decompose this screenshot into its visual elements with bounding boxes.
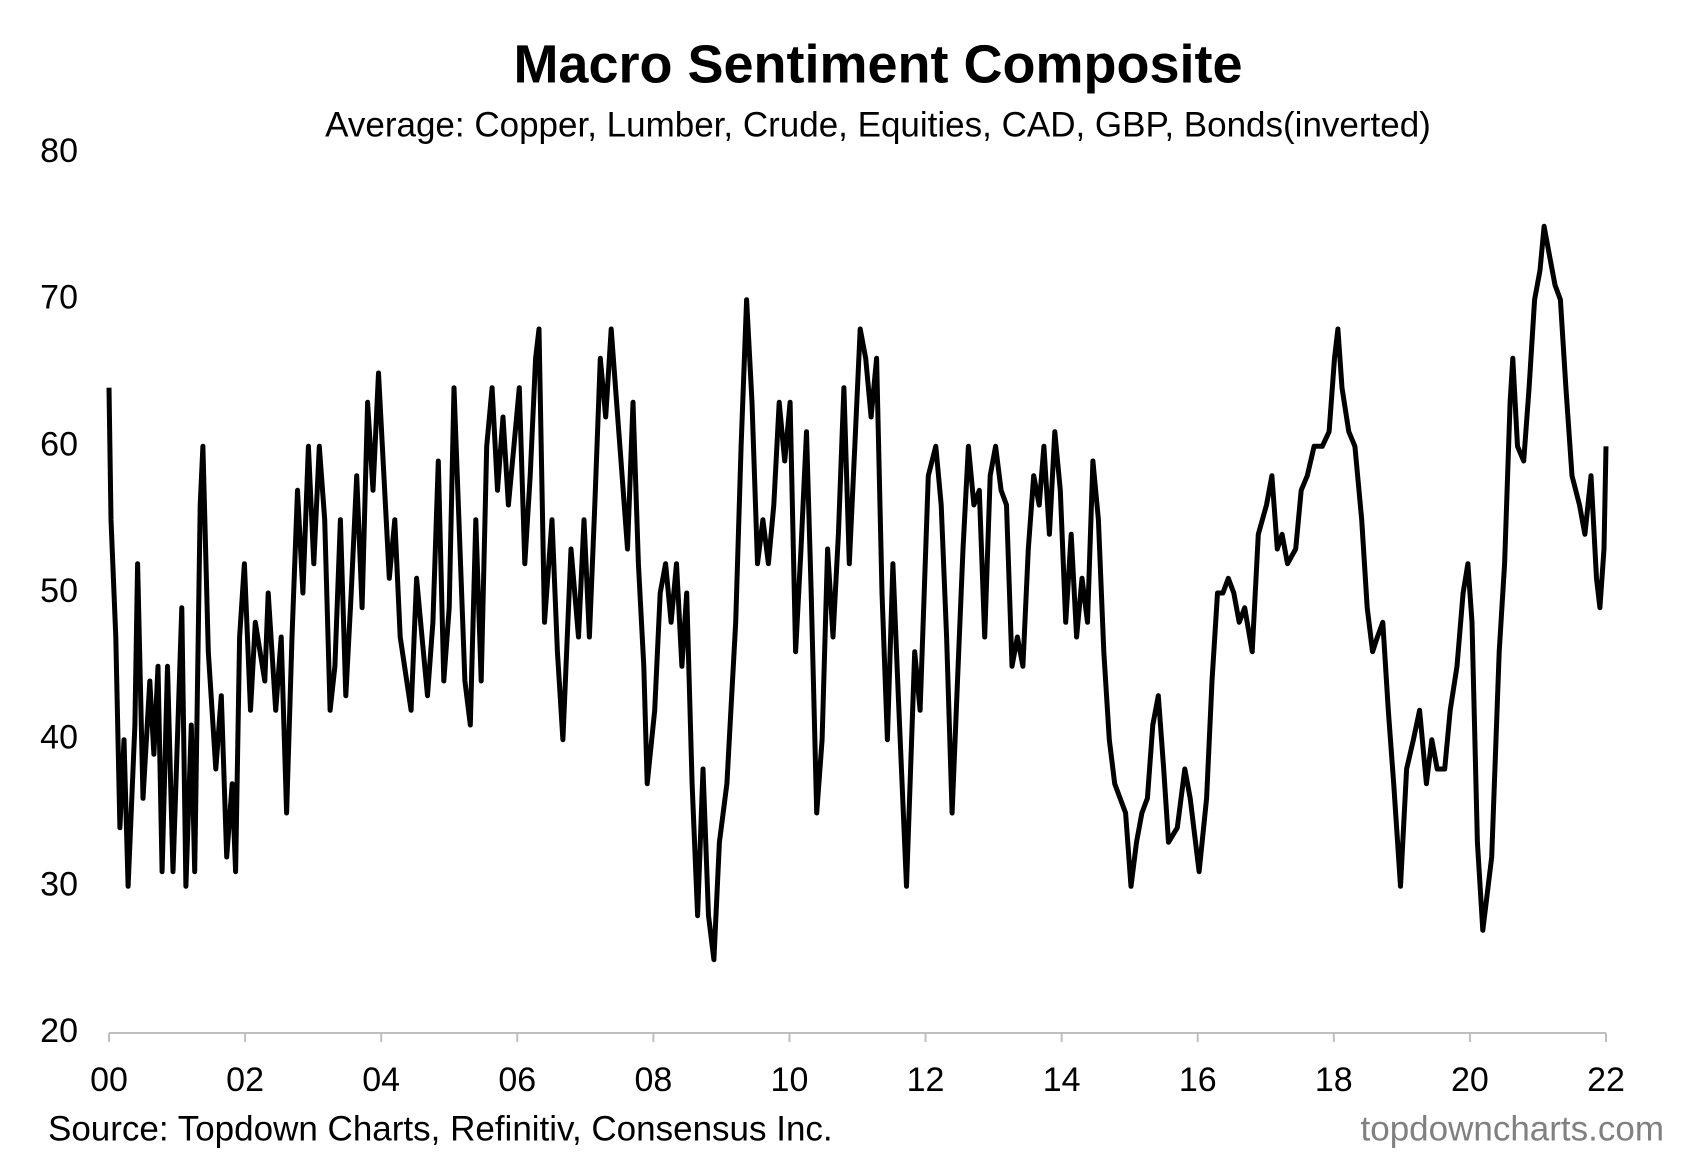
y-tick-label: 20 [40, 1012, 78, 1050]
x-tick-label: 08 [634, 1061, 672, 1099]
source-note: Source: Topdown Charts, Refinitiv, Conse… [48, 1109, 833, 1148]
watermark: topdowncharts.com [1361, 1109, 1664, 1148]
y-tick-label: 70 [40, 279, 78, 317]
series-line [106, 223, 1609, 963]
y-tick-label: 30 [40, 865, 78, 903]
x-tick-label: 14 [1043, 1061, 1081, 1099]
x-tick-label: 06 [498, 1061, 536, 1099]
chart-title: Macro Sentiment Composite [513, 34, 1242, 94]
chart-subtitle: Average: Copper, Lumber, Crude, Equities… [325, 105, 1431, 144]
x-tick-label: 10 [771, 1061, 809, 1099]
y-tick-label: 80 [40, 132, 78, 170]
y-tick-label: 60 [40, 425, 78, 463]
x-tick-label: 22 [1587, 1061, 1625, 1099]
x-tick-label: 12 [907, 1061, 945, 1099]
x-tick-label: 16 [1179, 1061, 1217, 1099]
x-tick-label: 02 [226, 1061, 264, 1099]
x-tick-label: 18 [1315, 1061, 1353, 1099]
y-tick-label: 50 [40, 572, 78, 610]
x-tick-label: 04 [362, 1061, 400, 1099]
y-tick-label: 40 [40, 719, 78, 757]
x-tick-label: 00 [90, 1061, 128, 1099]
x-tick-label: 20 [1451, 1061, 1489, 1099]
